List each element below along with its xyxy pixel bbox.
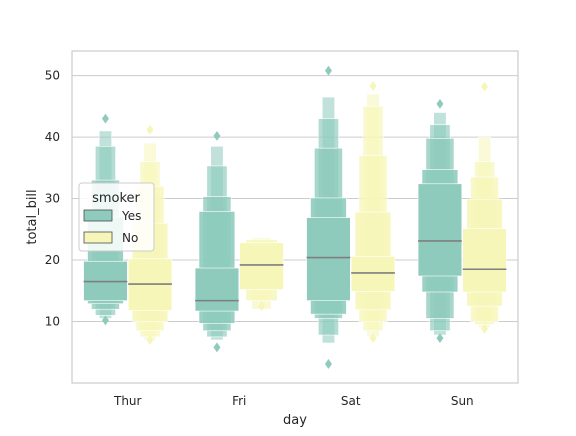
outlier-point <box>101 113 109 124</box>
x-tick-label: Thur <box>113 394 142 408</box>
boxen-level <box>239 242 284 290</box>
y-axis-label: total_bill <box>25 189 40 244</box>
y-tick-labels: 10 20 30 40 50 <box>45 69 60 329</box>
x-tick-label: Sun <box>451 394 474 408</box>
y-tick-label: 40 <box>45 130 60 144</box>
boxen-level <box>462 228 507 293</box>
outlier-point <box>258 301 266 312</box>
boxen-yes-sat <box>306 65 351 369</box>
boxen-yes-sun <box>417 98 463 344</box>
boxen-level <box>417 183 463 277</box>
boxen-yes-fri <box>194 130 240 353</box>
plot-frame <box>71 50 519 384</box>
legend-swatch-yes <box>83 209 113 222</box>
outlier-point <box>436 98 444 109</box>
outlier-point <box>213 342 221 353</box>
outlier-point <box>369 81 377 91</box>
y-tick-label: 10 <box>45 315 60 329</box>
boxen-level <box>194 267 240 312</box>
outlier-point <box>324 65 332 76</box>
boxen-level <box>306 217 351 301</box>
y-tick-label: 20 <box>45 253 60 267</box>
outlier-point <box>146 335 154 345</box>
x-tick-label: Fri <box>232 394 246 408</box>
legend: smoker Yes No <box>78 182 155 252</box>
legend-label-yes: Yes <box>121 209 141 223</box>
boxen-level <box>350 256 396 292</box>
legend-label-no: No <box>122 231 138 245</box>
x-axis-label: day <box>283 413 307 428</box>
legend-swatch-no <box>83 231 113 244</box>
outlier-point <box>436 333 444 344</box>
x-tick-labels: Thur Fri Sat Sun <box>113 394 474 408</box>
legend-title: smoker <box>92 191 140 206</box>
y-tick-label: 50 <box>45 69 60 83</box>
outlier-point <box>146 124 154 135</box>
outlier-point <box>481 81 489 92</box>
outlier-point <box>213 130 221 141</box>
boxen-no-sun <box>462 81 507 334</box>
boxen-no-fri <box>239 237 284 312</box>
outlier-point <box>481 323 489 334</box>
outlier-point <box>101 315 109 326</box>
boxen-no-sat <box>350 81 396 344</box>
outlier-point <box>324 359 332 369</box>
outlier-point <box>369 333 377 344</box>
y-tick-label: 30 <box>45 192 60 206</box>
x-tick-label: Sat <box>341 394 361 408</box>
